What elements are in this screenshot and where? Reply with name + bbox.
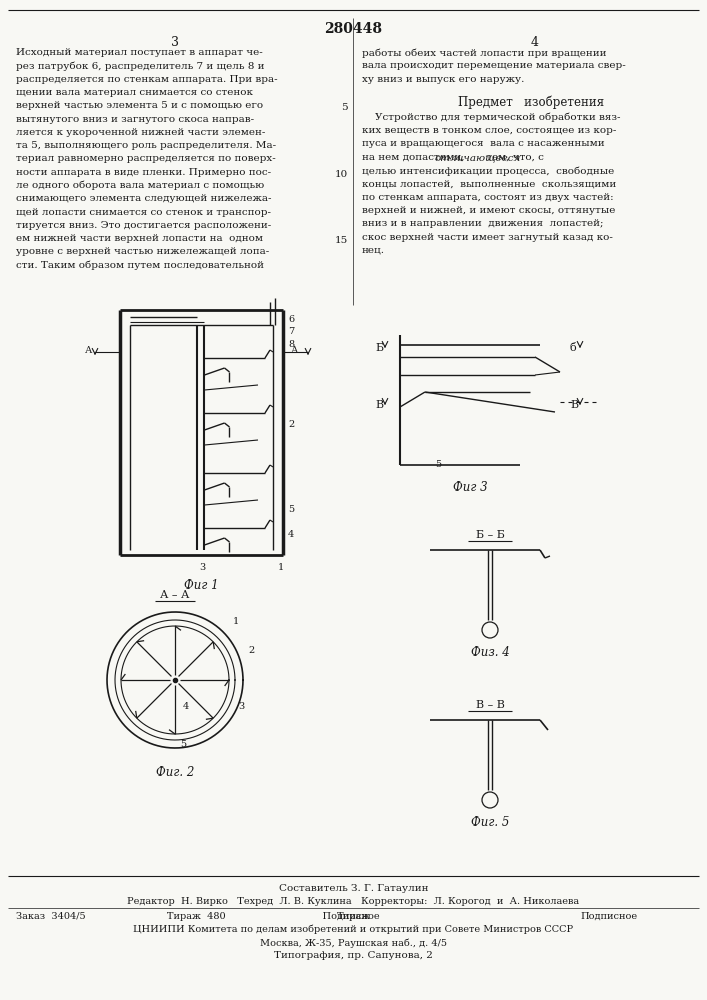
Text: целью интенсификации процесса,  свободные: целью интенсификации процесса, свободные <box>362 166 614 176</box>
Text: Типография, пр. Сапунова, 2: Типография, пр. Сапунова, 2 <box>274 951 433 960</box>
Text: по стенкам аппарата, состоят из двух частей:: по стенкам аппарата, состоят из двух час… <box>362 193 614 202</box>
Text: Исходный материал поступает в аппарат че-: Исходный материал поступает в аппарат че… <box>16 48 263 57</box>
Text: ности аппарата в виде пленки. Примерно пос-: ности аппарата в виде пленки. Примерно п… <box>16 168 271 177</box>
Text: нец.: нец. <box>362 246 385 255</box>
Text: работы обеих частей лопасти при вращении: работы обеих частей лопасти при вращении <box>362 48 607 57</box>
Text: Подписное: Подписное <box>580 912 637 921</box>
Text: Фиг. 5: Фиг. 5 <box>471 816 509 829</box>
Text: Фиг 3: Фиг 3 <box>452 481 487 494</box>
Text: Тираж: Тираж <box>337 912 370 921</box>
Text: 5: 5 <box>288 505 294 514</box>
Text: вниз и в направлении  движения  лопастей;: вниз и в направлении движения лопастей; <box>362 219 604 228</box>
Text: 5: 5 <box>180 740 186 749</box>
Text: на нем допастями,: на нем допастями, <box>362 153 468 162</box>
Text: В: В <box>375 400 383 410</box>
Text: тем, что, с: тем, что, с <box>484 153 544 162</box>
Text: сти. Таким образом путем последовательной: сти. Таким образом путем последовательно… <box>16 261 264 270</box>
Text: А: А <box>85 346 93 355</box>
Text: 8: 8 <box>288 340 294 349</box>
Text: верхней частью элемента 5 и с помощью его: верхней частью элемента 5 и с помощью ег… <box>16 101 263 110</box>
Text: 3: 3 <box>171 36 179 49</box>
Text: 3: 3 <box>199 563 206 572</box>
Text: 2: 2 <box>288 420 294 429</box>
Text: 4: 4 <box>183 702 189 711</box>
Text: 280448: 280448 <box>325 22 382 36</box>
Text: 10: 10 <box>334 170 348 179</box>
Text: та 5, выполняющего роль распределителя. Ма-: та 5, выполняющего роль распределителя. … <box>16 141 276 150</box>
Text: ких веществ в тонком слое, состоящее из кор-: ких веществ в тонком слое, состоящее из … <box>362 126 617 135</box>
Text: ем нижней части верхней лопасти на  одном: ем нижней части верхней лопасти на одном <box>16 234 263 243</box>
Text: отличающееся: отличающееся <box>435 153 521 162</box>
Text: б: б <box>570 343 577 353</box>
Text: пуса и вращающегося  вала с насаженными: пуса и вращающегося вала с насаженными <box>362 139 604 148</box>
Text: 4: 4 <box>531 36 539 49</box>
Text: 2: 2 <box>248 646 255 655</box>
Text: 4: 4 <box>288 530 294 539</box>
Text: 15: 15 <box>334 236 348 245</box>
Text: Заказ  3404/5                          Тираж  480                               : Заказ 3404/5 Тираж 480 <box>16 912 380 921</box>
Text: Редактор  Н. Вирко   Техред  Л. В. Куклина   Корректоры:  Л. Корогод  и  А. Нико: Редактор Н. Вирко Техред Л. В. Куклина К… <box>127 897 580 906</box>
Text: В – В: В – В <box>476 700 504 710</box>
Text: Устройство для термической обработки вяз-: Устройство для термической обработки вяз… <box>362 113 621 122</box>
Text: вала происходит перемещение материала свер-: вала происходит перемещение материала св… <box>362 61 626 70</box>
Text: ху вниз и выпуск его наружу.: ху вниз и выпуск его наружу. <box>362 75 525 84</box>
Text: 1: 1 <box>233 617 239 626</box>
Text: скос верхней части имеет загнутый казад ко-: скос верхней части имеет загнутый казад … <box>362 233 613 242</box>
Text: рез патрубок 6, распределитель 7 и щель 8 и: рез патрубок 6, распределитель 7 и щель … <box>16 61 264 71</box>
Text: уровне с верхней частью нижележащей лопа-: уровне с верхней частью нижележащей лопа… <box>16 247 269 256</box>
Text: Москва, Ж-35, Раушская наб., д. 4/5: Москва, Ж-35, Раушская наб., д. 4/5 <box>260 938 447 948</box>
Text: верхней и нижней, и имеют скосы, оттянутые: верхней и нижней, и имеют скосы, оттянут… <box>362 206 615 215</box>
Text: ле одного оборота вала материал с помощью: ле одного оборота вала материал с помощь… <box>16 181 264 190</box>
Text: распределяется по стенкам аппарата. При вра-: распределяется по стенкам аппарата. При … <box>16 75 278 84</box>
Text: 5: 5 <box>435 460 441 469</box>
Text: 3: 3 <box>238 702 244 711</box>
Text: Фиг. 2: Фиг. 2 <box>156 766 194 779</box>
Text: ЦНИИПИ Комитета по делам изобретений и открытий при Совете Министров СССР: ЦНИИПИ Комитета по делам изобретений и о… <box>134 925 573 934</box>
Text: концы лопастей,  выполненные  скользящими: концы лопастей, выполненные скользящими <box>362 179 617 188</box>
Text: щении вала материал снимается со стенок: щении вала материал снимается со стенок <box>16 88 253 97</box>
Text: Предмет   изобретения: Предмет изобретения <box>458 96 604 109</box>
Text: снимающего элемента следующей нижележа-: снимающего элемента следующей нижележа- <box>16 194 271 203</box>
Text: Физ. 4: Физ. 4 <box>471 646 509 659</box>
Text: А: А <box>291 346 298 355</box>
Text: тируется вниз. Это достигается расположени-: тируется вниз. Это достигается расположе… <box>16 221 271 230</box>
Text: Б: Б <box>375 343 383 353</box>
Text: 5: 5 <box>341 103 348 112</box>
Text: 1: 1 <box>278 563 284 572</box>
Text: 7: 7 <box>288 327 294 336</box>
Text: Б – Б: Б – Б <box>476 530 504 540</box>
Text: вытянутого вниз и загнутого скоса направ-: вытянутого вниз и загнутого скоса направ… <box>16 114 254 123</box>
Text: Составитель З. Г. Гатаулин: Составитель З. Г. Гатаулин <box>279 884 428 893</box>
Text: 6: 6 <box>288 315 294 324</box>
Text: щей лопасти снимается со стенок и транспор-: щей лопасти снимается со стенок и трансп… <box>16 208 271 217</box>
Text: В: В <box>570 400 578 410</box>
Text: териал равномерно распределяется по поверх-: териал равномерно распределяется по пове… <box>16 154 276 163</box>
Text: Фиг 1: Фиг 1 <box>185 579 218 592</box>
Text: ляется к укороченной нижней части элемен-: ляется к укороченной нижней части элемен… <box>16 128 265 137</box>
Text: А – А: А – А <box>160 590 189 600</box>
